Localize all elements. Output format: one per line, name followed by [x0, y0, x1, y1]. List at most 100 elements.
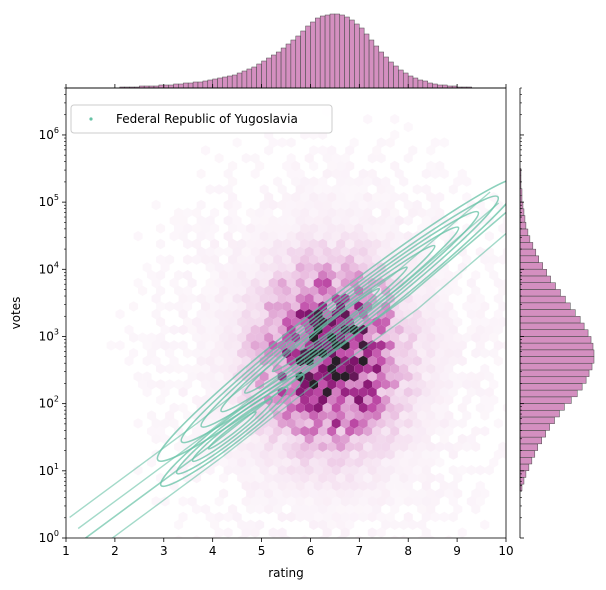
- hexbin-cell: [264, 363, 274, 374]
- hexbin-cell: [250, 262, 260, 273]
- hexbin-cell: [363, 207, 373, 218]
- hexbin-cell: [255, 316, 265, 328]
- hexbin-cell: [390, 379, 400, 390]
- right-hist-bar: [519, 336, 592, 344]
- hexbin-cell: [385, 465, 395, 476]
- hexbin-cell: [250, 527, 260, 538]
- hexbin-cell: [196, 231, 206, 242]
- hexbin-cell: [196, 309, 206, 320]
- hexbin-cell: [156, 363, 166, 374]
- hexbin-cell: [367, 433, 377, 445]
- hexbin-cell: [367, 231, 377, 242]
- top-hist-bar: [388, 61, 394, 89]
- hexbin-cell: [340, 480, 350, 491]
- hexbin-cell: [349, 449, 359, 460]
- hexbin-cell: [376, 324, 386, 335]
- hexbin-cell: [300, 316, 310, 328]
- hexbin-cell: [408, 410, 418, 421]
- hexbin-cell: [210, 379, 220, 390]
- hexbin-cell: [430, 371, 440, 382]
- hexbin-cell: [264, 301, 274, 312]
- hexbin-cell: [376, 371, 386, 382]
- hexbin-cell: [372, 472, 382, 484]
- hexbin-cell: [160, 496, 170, 507]
- hexbin-cell: [489, 270, 499, 281]
- hexbin-cell: [295, 496, 305, 507]
- hexbin-cell: [178, 402, 188, 413]
- hexbin-cell: [394, 433, 404, 445]
- hexbin-cell: [210, 254, 220, 265]
- hexbin-cell: [246, 441, 256, 452]
- hexbin-cell: [192, 254, 202, 265]
- hexbin-cell: [246, 488, 256, 499]
- hexbin-cell: [178, 215, 188, 226]
- hexbin-cell: [475, 402, 485, 413]
- hexbin-cell: [237, 223, 247, 234]
- hexbin-cell: [408, 519, 418, 530]
- hexbin-cell: [192, 363, 202, 374]
- hexbin-cell: [480, 363, 490, 374]
- hexbin-cell: [399, 426, 409, 437]
- hexbin-cell: [318, 192, 328, 203]
- hexbin-cell: [313, 480, 323, 491]
- hexbin-cell: [318, 223, 328, 234]
- hexbin-cell: [309, 394, 319, 406]
- hexbin-cell: [295, 387, 305, 398]
- hexbin-cell: [363, 223, 373, 234]
- hexbin-cell: [331, 496, 341, 507]
- hexbin-cell: [273, 457, 283, 468]
- hexbin-cell: [444, 285, 454, 296]
- hexbin-cell: [241, 293, 251, 304]
- hexbin-cell: [205, 293, 215, 304]
- hexbin-cell: [336, 379, 346, 390]
- hexbin-cell: [336, 488, 346, 499]
- hexbin-cell: [205, 324, 215, 335]
- hexbin-cell: [417, 472, 427, 484]
- hexbin-cell: [376, 387, 386, 398]
- hexbin-cell: [237, 254, 247, 265]
- hexbin-cell: [241, 496, 251, 507]
- top-hist-bar: [339, 14, 345, 89]
- hexbin-cell: [327, 270, 337, 281]
- hexbin-cell: [331, 262, 341, 273]
- hexbin-cell: [336, 519, 346, 530]
- hexbin-cell: [349, 433, 359, 445]
- hexbin-cell: [205, 215, 215, 226]
- hexbin-cell: [394, 371, 404, 382]
- hexbin-cell: [255, 270, 265, 281]
- right-hist-bar: [519, 369, 590, 377]
- hexbin-cell: [426, 441, 436, 452]
- hexbin-cell: [133, 465, 143, 476]
- top-hist-bar: [251, 66, 257, 89]
- hexbin-cell: [219, 379, 229, 390]
- hexbin-cell: [223, 355, 233, 367]
- hexbin-cell: [426, 316, 436, 328]
- hexbin-cell: [304, 277, 314, 289]
- hexbin-cell: [349, 231, 359, 242]
- hexbin-cell: [430, 324, 440, 335]
- hexbin-cell: [250, 387, 260, 398]
- top-hist-bar: [207, 79, 213, 89]
- hexbin-cell: [232, 465, 242, 476]
- hexbin-cell: [408, 301, 418, 312]
- hexbin-cell: [399, 472, 409, 484]
- hexbin-cell: [417, 394, 427, 406]
- hexbin-cell: [309, 441, 319, 452]
- hexbin-cell: [399, 301, 409, 312]
- hexbin-cell: [192, 223, 202, 234]
- hexbin-cell: [489, 254, 499, 265]
- hexbin-cell: [273, 426, 283, 437]
- hexbin-cell: [502, 403, 506, 413]
- hexbin-cell: [462, 301, 472, 312]
- hexbin-cell: [466, 371, 476, 382]
- right-hist-bar: [519, 322, 585, 330]
- hexbin-cell: [124, 355, 134, 367]
- hexbin-cell: [475, 340, 485, 351]
- hexbin-cell: [282, 160, 292, 172]
- hexbin-cell: [435, 363, 445, 374]
- hexbin-cell: [174, 519, 184, 530]
- hexbin-cell: [196, 324, 206, 335]
- hexbin-cell: [349, 137, 359, 148]
- hexbin-cell: [480, 426, 490, 437]
- hexbin-cell: [403, 371, 413, 382]
